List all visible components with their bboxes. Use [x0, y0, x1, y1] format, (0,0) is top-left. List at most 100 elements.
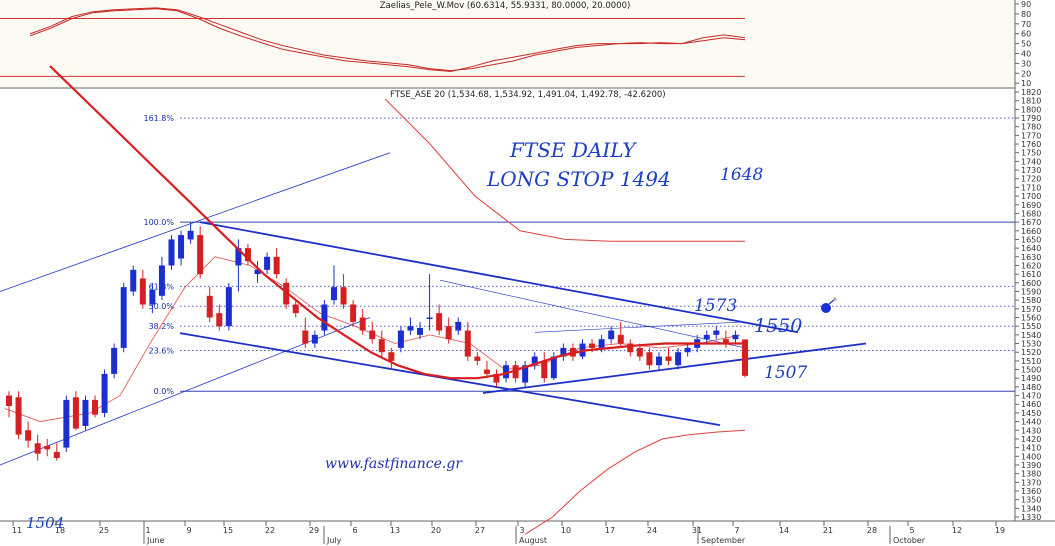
candle-body	[244, 248, 251, 262]
lower-channel-line	[0, 317, 371, 466]
candle-body	[330, 287, 337, 301]
candle-body	[216, 313, 223, 327]
price-y-tick-label: 1430	[1021, 426, 1041, 435]
price-y-tick-label: 1640	[1021, 244, 1041, 253]
price-y-tick-label: 1330	[1021, 513, 1041, 522]
candle-body	[684, 347, 691, 353]
price-y-tick-label: 1820	[1021, 88, 1041, 97]
candle-body	[589, 343, 596, 348]
price-title: FTSE_ASE 20 (1,534.68, 1,534.92, 1,491.0…	[390, 90, 666, 100]
candle-body	[541, 360, 548, 379]
price-y-tick-label: 1740	[1021, 157, 1041, 166]
candle-body	[493, 373, 500, 383]
oscillator-y-tick-label: 80	[1021, 10, 1031, 19]
x-tick-label: 12	[952, 526, 962, 535]
fib-label: 38.2%	[149, 322, 175, 331]
oscillator-lines	[29, 7, 746, 73]
candle-body	[655, 356, 662, 366]
price-y-tick-label: 1610	[1021, 270, 1041, 279]
price-y-tick-label: 1750	[1021, 149, 1041, 158]
fib-label: 161.8%	[143, 114, 174, 123]
price-y-tick-label: 1400	[1021, 452, 1041, 461]
candle-body	[187, 230, 194, 240]
candle-body	[426, 317, 433, 320]
candle-body	[369, 330, 376, 340]
x-tick-label: 14	[779, 526, 789, 535]
x-tick-label: 7	[734, 526, 739, 535]
x-tick-label: 15	[223, 526, 233, 535]
x-tick-label: 22	[265, 526, 275, 535]
fib-label: 100.0%	[143, 218, 174, 227]
price-y-tick-label: 1500	[1021, 366, 1041, 375]
candle-body	[225, 287, 232, 327]
thin-top-line	[534, 321, 746, 333]
price-y-tick-label: 1790	[1021, 114, 1041, 123]
oscillator-levels	[0, 17, 745, 77]
x-tick-label: 19	[995, 526, 1005, 535]
thin-resistance-line	[439, 279, 746, 349]
oscillator-y-tick-label: 10	[1021, 79, 1031, 88]
candle-body	[436, 313, 443, 331]
candle-body	[550, 356, 557, 379]
oscillator-series-2	[29, 7, 746, 72]
annotation-level-mid: 1550	[754, 315, 802, 337]
candle-body	[92, 399, 99, 415]
upper-channel-line	[0, 152, 391, 292]
lower-envelope	[524, 429, 746, 535]
price-y-tick-label: 1730	[1021, 166, 1041, 175]
candle-body	[531, 356, 538, 366]
fib-label: 0.0%	[154, 387, 175, 396]
candle-body	[378, 339, 385, 353]
candle-body	[44, 445, 51, 450]
price-y-tick-label: 1340	[1021, 504, 1041, 513]
candle-body	[130, 269, 137, 292]
candle-body	[168, 239, 175, 266]
moving-average	[49, 65, 745, 380]
oscillator-panel: Zaelias_Pele_W.Mov (60.6314, 55.9331, 80…	[0, 0, 1031, 88]
oscillator-title: Zaelias_Pele_W.Mov (60.6314, 55.9331, 80…	[380, 1, 631, 11]
fib-label: 23.6%	[149, 346, 175, 355]
x-tick-label: 21	[823, 526, 833, 535]
oscillator-y-tick-label: 70	[1021, 20, 1031, 29]
price-y-tick-label: 1660	[1021, 227, 1041, 236]
bomb-icon	[821, 296, 837, 313]
x-tick-label: 29	[309, 526, 319, 535]
price-y-tick-label: 1420	[1021, 435, 1041, 444]
x-tick-label: 20	[431, 526, 441, 535]
candle-body	[63, 399, 70, 448]
oscillator-y-tick-label: 20	[1021, 69, 1031, 78]
price-y-tick-label: 1590	[1021, 287, 1041, 296]
price-y-tick-label: 1410	[1021, 444, 1041, 453]
price-y-tick-label: 1760	[1021, 140, 1041, 149]
x-tick-label: 10	[561, 526, 571, 535]
price-y-tick-label: 1620	[1021, 261, 1041, 270]
candle-body	[483, 369, 490, 374]
candle-body	[722, 339, 729, 344]
annotation-level-upper: 1573	[694, 296, 737, 316]
price-y-tick-label: 1580	[1021, 296, 1041, 305]
annotation-target: 1648	[720, 165, 763, 185]
fib-label: 50.0%	[149, 302, 175, 311]
trendlines	[0, 152, 867, 466]
rising-support-line	[482, 342, 867, 394]
price-y-tick-label: 1560	[1021, 314, 1041, 323]
price-y-tick-label: 1530	[1021, 340, 1041, 349]
price-y-tick-label: 1650	[1021, 235, 1041, 244]
price-y-tick-label: 1570	[1021, 305, 1041, 314]
candle-body	[522, 365, 529, 383]
price-y-tick-label: 1600	[1021, 279, 1041, 288]
oscillator-y-tick-label: 60	[1021, 30, 1031, 39]
annotation-long-stop: LONG STOP 1494	[486, 167, 671, 191]
candle-body	[474, 356, 481, 361]
oscillator-y-tick-label: 50	[1021, 40, 1031, 49]
candle-body	[321, 304, 328, 331]
price-y-tick-label: 1550	[1021, 322, 1041, 331]
price-y-tick-label: 1680	[1021, 209, 1041, 218]
x-tick-label: 9	[186, 526, 191, 535]
candle-body	[560, 347, 567, 357]
month-label: October	[893, 536, 926, 545]
candle-body	[158, 265, 165, 296]
candle-body	[598, 339, 605, 348]
